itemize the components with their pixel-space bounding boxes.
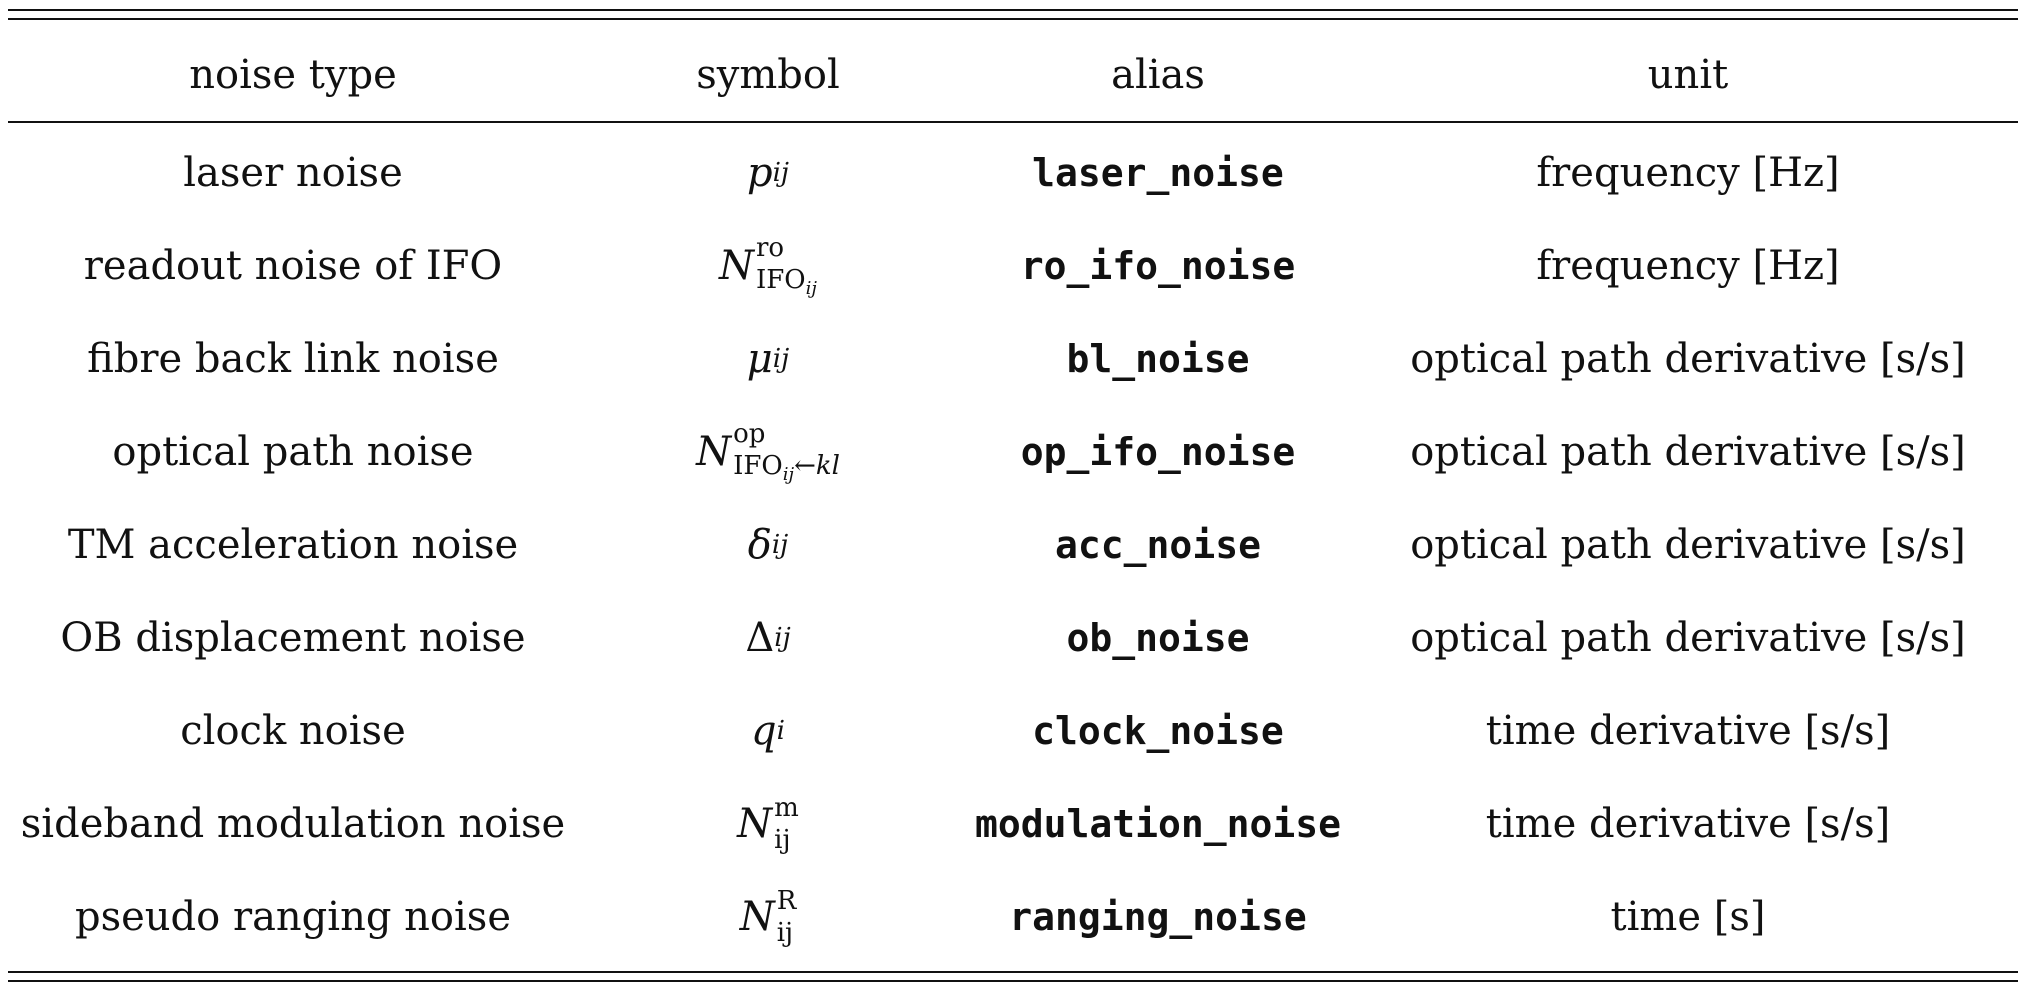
noise-type-cell: OB displacement noise	[60, 615, 526, 661]
header-rule	[8, 121, 2018, 123]
table-row: fibre back link noise μ ij bl_noise optic…	[8, 314, 2018, 404]
symbol-cell: μ ij	[746, 336, 790, 382]
noise-type-cell: fibre back link noise	[87, 336, 499, 382]
header-noise-type: noise type	[189, 52, 397, 98]
top-rule-outer	[8, 9, 2018, 11]
table-row: TM acceleration noise δ ij acc_noise opti…	[8, 500, 2018, 590]
alias-cell: bl_noise	[1066, 337, 1250, 381]
unit-cell: frequency [Hz]	[1536, 150, 1840, 196]
header-unit: unit	[1647, 52, 1729, 98]
noise-type-cell: optical path noise	[112, 429, 474, 475]
alias-cell: ro_ifo_noise	[1020, 244, 1296, 288]
alias-cell: modulation_noise	[974, 802, 1342, 846]
alias-cell: laser_noise	[1032, 151, 1284, 195]
symbol-cell: p ij	[747, 150, 789, 196]
unit-cell: frequency [Hz]	[1536, 243, 1840, 289]
bottom-rule-outer	[8, 980, 2018, 982]
noise-type-cell: TM acceleration noise	[67, 522, 519, 568]
header-alias: alias	[1111, 52, 1205, 98]
unit-cell: optical path derivative [s/s]	[1410, 615, 1966, 661]
noise-type-cell: sideband modulation noise	[20, 801, 566, 847]
unit-cell: time [s]	[1610, 894, 1766, 940]
unit-cell: optical path derivative [s/s]	[1410, 429, 1966, 475]
noise-type-cell: laser noise	[183, 150, 403, 196]
table-row: laser noise p ij laser_noise frequency [H…	[8, 128, 2018, 218]
unit-cell: optical path derivative [s/s]	[1410, 522, 1966, 568]
alias-cell: op_ifo_noise	[1020, 430, 1296, 474]
unit-cell: time derivative [s/s]	[1485, 708, 1891, 754]
alias-cell: ranging_noise	[1009, 895, 1307, 939]
noise-type-cell: clock noise	[180, 708, 406, 754]
alias-cell: ob_noise	[1066, 616, 1250, 660]
header-symbol: symbol	[696, 52, 840, 98]
noise-type-cell: readout noise of IFO	[83, 243, 503, 289]
unit-cell: optical path derivative [s/s]	[1410, 336, 1966, 382]
table-header-row: noise type symbol alias unit	[8, 30, 2018, 120]
top-rule-inner	[8, 18, 2018, 20]
alias-cell: clock_noise	[1032, 709, 1284, 753]
alias-cell: acc_noise	[1055, 523, 1261, 567]
bottom-rule-inner	[8, 971, 2018, 973]
noise-type-cell: pseudo ranging noise	[74, 894, 511, 940]
symbol-cell: δ ij	[747, 522, 789, 568]
unit-cell: time derivative [s/s]	[1485, 801, 1891, 847]
